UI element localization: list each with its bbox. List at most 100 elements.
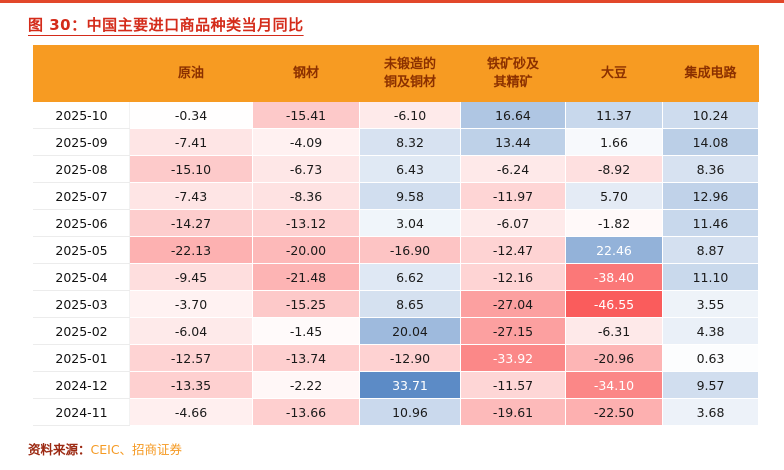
value-cell: 3.55 xyxy=(662,290,759,318)
value-cell: -7.43 xyxy=(129,182,253,210)
value-cell: -33.92 xyxy=(460,344,566,372)
value-cell: -13.74 xyxy=(252,344,360,372)
value-cell: 8.87 xyxy=(662,236,759,264)
corner-cell xyxy=(33,45,130,102)
value-cell: 4.38 xyxy=(662,317,759,345)
value-cell: 0.63 xyxy=(662,344,759,372)
value-cell: 6.62 xyxy=(359,263,461,291)
value-cell: -27.15 xyxy=(460,317,566,345)
value-cell: -11.97 xyxy=(460,182,566,210)
value-cell: 8.36 xyxy=(662,155,759,183)
value-cell: -13.35 xyxy=(129,371,253,399)
value-cell: -6.73 xyxy=(252,155,360,183)
date-cell: 2025-01 xyxy=(33,344,130,372)
top-divider xyxy=(0,0,784,3)
value-cell: -6.24 xyxy=(460,155,566,183)
date-cell: 2025-03 xyxy=(33,290,130,318)
value-cell: -14.27 xyxy=(129,209,253,237)
table-row: 2025-04 -9.45 -21.48 6.62 -12.16 -38.40 11.10 xyxy=(33,263,759,291)
column-header: 铁矿砂及 其精矿 xyxy=(460,45,566,102)
value-cell: 9.58 xyxy=(359,182,461,210)
value-cell: -7.41 xyxy=(129,128,253,156)
value-cell: -15.41 xyxy=(252,101,360,129)
value-cell: 3.04 xyxy=(359,209,461,237)
value-cell: 20.04 xyxy=(359,317,461,345)
value-cell: 12.96 xyxy=(662,182,759,210)
value-cell: 22.46 xyxy=(565,236,663,264)
value-cell: -13.12 xyxy=(252,209,360,237)
table-body: 2025-10 -0.34 -15.41 -6.10 16.64 11.37 10.24 20… xyxy=(33,101,759,426)
value-cell: -11.57 xyxy=(460,371,566,399)
value-cell: 5.70 xyxy=(565,182,663,210)
import-data-table: 原油 钢材 未锻造的 铜及铜材 铁矿砂及 其精矿 大豆 集成电路 2025-10 -0.34… xyxy=(33,45,759,426)
value-cell: -34.10 xyxy=(565,371,663,399)
value-cell: -13.66 xyxy=(252,398,360,426)
value-cell: -38.40 xyxy=(565,263,663,291)
value-cell: -8.92 xyxy=(565,155,663,183)
value-cell: 14.08 xyxy=(662,128,759,156)
value-cell: -20.96 xyxy=(565,344,663,372)
value-cell: -0.34 xyxy=(129,101,253,129)
value-cell: 8.32 xyxy=(359,128,461,156)
table-row: 2024-11 -4.66 -13.66 10.96 -19.61 -22.50 3.68 xyxy=(33,398,759,426)
value-cell: -12.16 xyxy=(460,263,566,291)
table-row: 2025-02 -6.04 -1.45 20.04 -27.15 -6.31 4.38 xyxy=(33,317,759,345)
table-row: 2025-03 -3.70 -15.25 8.65 -27.04 -46.55 3.55 xyxy=(33,290,759,318)
table-row: 2025-07 -7.43 -8.36 9.58 -11.97 5.70 12.96 xyxy=(33,182,759,210)
column-header: 未锻造的 铜及铜材 xyxy=(359,45,461,102)
value-cell: 11.10 xyxy=(662,263,759,291)
value-cell: -2.22 xyxy=(252,371,360,399)
table-row: 2025-01 -12.57 -13.74 -12.90 -33.92 -20.96 0.6… xyxy=(33,344,759,372)
value-cell: -12.47 xyxy=(460,236,566,264)
value-cell: -6.07 xyxy=(460,209,566,237)
value-cell: 11.37 xyxy=(565,101,663,129)
value-cell: -20.00 xyxy=(252,236,360,264)
value-cell: 6.43 xyxy=(359,155,461,183)
value-cell: 10.96 xyxy=(359,398,461,426)
value-cell: 11.46 xyxy=(662,209,759,237)
value-cell: -12.90 xyxy=(359,344,461,372)
value-cell: 3.68 xyxy=(662,398,759,426)
value-cell: -9.45 xyxy=(129,263,253,291)
value-cell: -12.57 xyxy=(129,344,253,372)
table-row: 2025-05 -22.13 -20.00 -16.90 -12.47 22.46 8.87 xyxy=(33,236,759,264)
date-cell: 2024-12 xyxy=(33,371,130,399)
value-cell: 10.24 xyxy=(662,101,759,129)
source-label: 资料来源： xyxy=(28,442,91,457)
date-cell: 2025-08 xyxy=(33,155,130,183)
value-cell: -6.04 xyxy=(129,317,253,345)
value-cell: 13.44 xyxy=(460,128,566,156)
value-cell: -1.82 xyxy=(565,209,663,237)
table-row: 2025-09 -7.41 -4.09 8.32 13.44 1.66 14.08 xyxy=(33,128,759,156)
value-cell: -1.45 xyxy=(252,317,360,345)
date-cell: 2025-05 xyxy=(33,236,130,264)
source-value: CEIC、招商证券 xyxy=(90,442,183,457)
date-cell: 2025-09 xyxy=(33,128,130,156)
date-cell: 2025-10 xyxy=(33,101,130,129)
date-cell: 2024-11 xyxy=(33,398,130,426)
table-row: 2025-10 -0.34 -15.41 -6.10 16.64 11.37 10.24 xyxy=(33,101,759,129)
date-cell: 2025-06 xyxy=(33,209,130,237)
value-cell: -4.66 xyxy=(129,398,253,426)
value-cell: -15.25 xyxy=(252,290,360,318)
table-row: 2025-06 -14.27 -13.12 3.04 -6.07 -1.82 11.46 xyxy=(33,209,759,237)
date-cell: 2025-07 xyxy=(33,182,130,210)
value-cell: -19.61 xyxy=(460,398,566,426)
date-cell: 2025-02 xyxy=(33,317,130,345)
table-header-row: 原油 钢材 未锻造的 铜及铜材 铁矿砂及 其精矿 大豆 集成电路 xyxy=(33,45,759,102)
value-cell: 33.71 xyxy=(359,371,461,399)
column-header: 集成电路 xyxy=(662,45,759,102)
value-cell: -4.09 xyxy=(252,128,360,156)
value-cell: -6.10 xyxy=(359,101,461,129)
value-cell: -27.04 xyxy=(460,290,566,318)
figure-title: 图 30：中国主要进口商品种类当月同比 xyxy=(28,16,304,34)
value-cell: 8.65 xyxy=(359,290,461,318)
value-cell: -15.10 xyxy=(129,155,253,183)
source-note: 资料来源：CEIC、招商证券 xyxy=(28,439,182,458)
value-cell: -22.13 xyxy=(129,236,253,264)
table-row: 2024-12 -13.35 -2.22 33.71 -11.57 -34.10 9.57 xyxy=(33,371,759,399)
value-cell: -8.36 xyxy=(252,182,360,210)
column-header: 原油 xyxy=(129,45,253,102)
value-cell: -21.48 xyxy=(252,263,360,291)
